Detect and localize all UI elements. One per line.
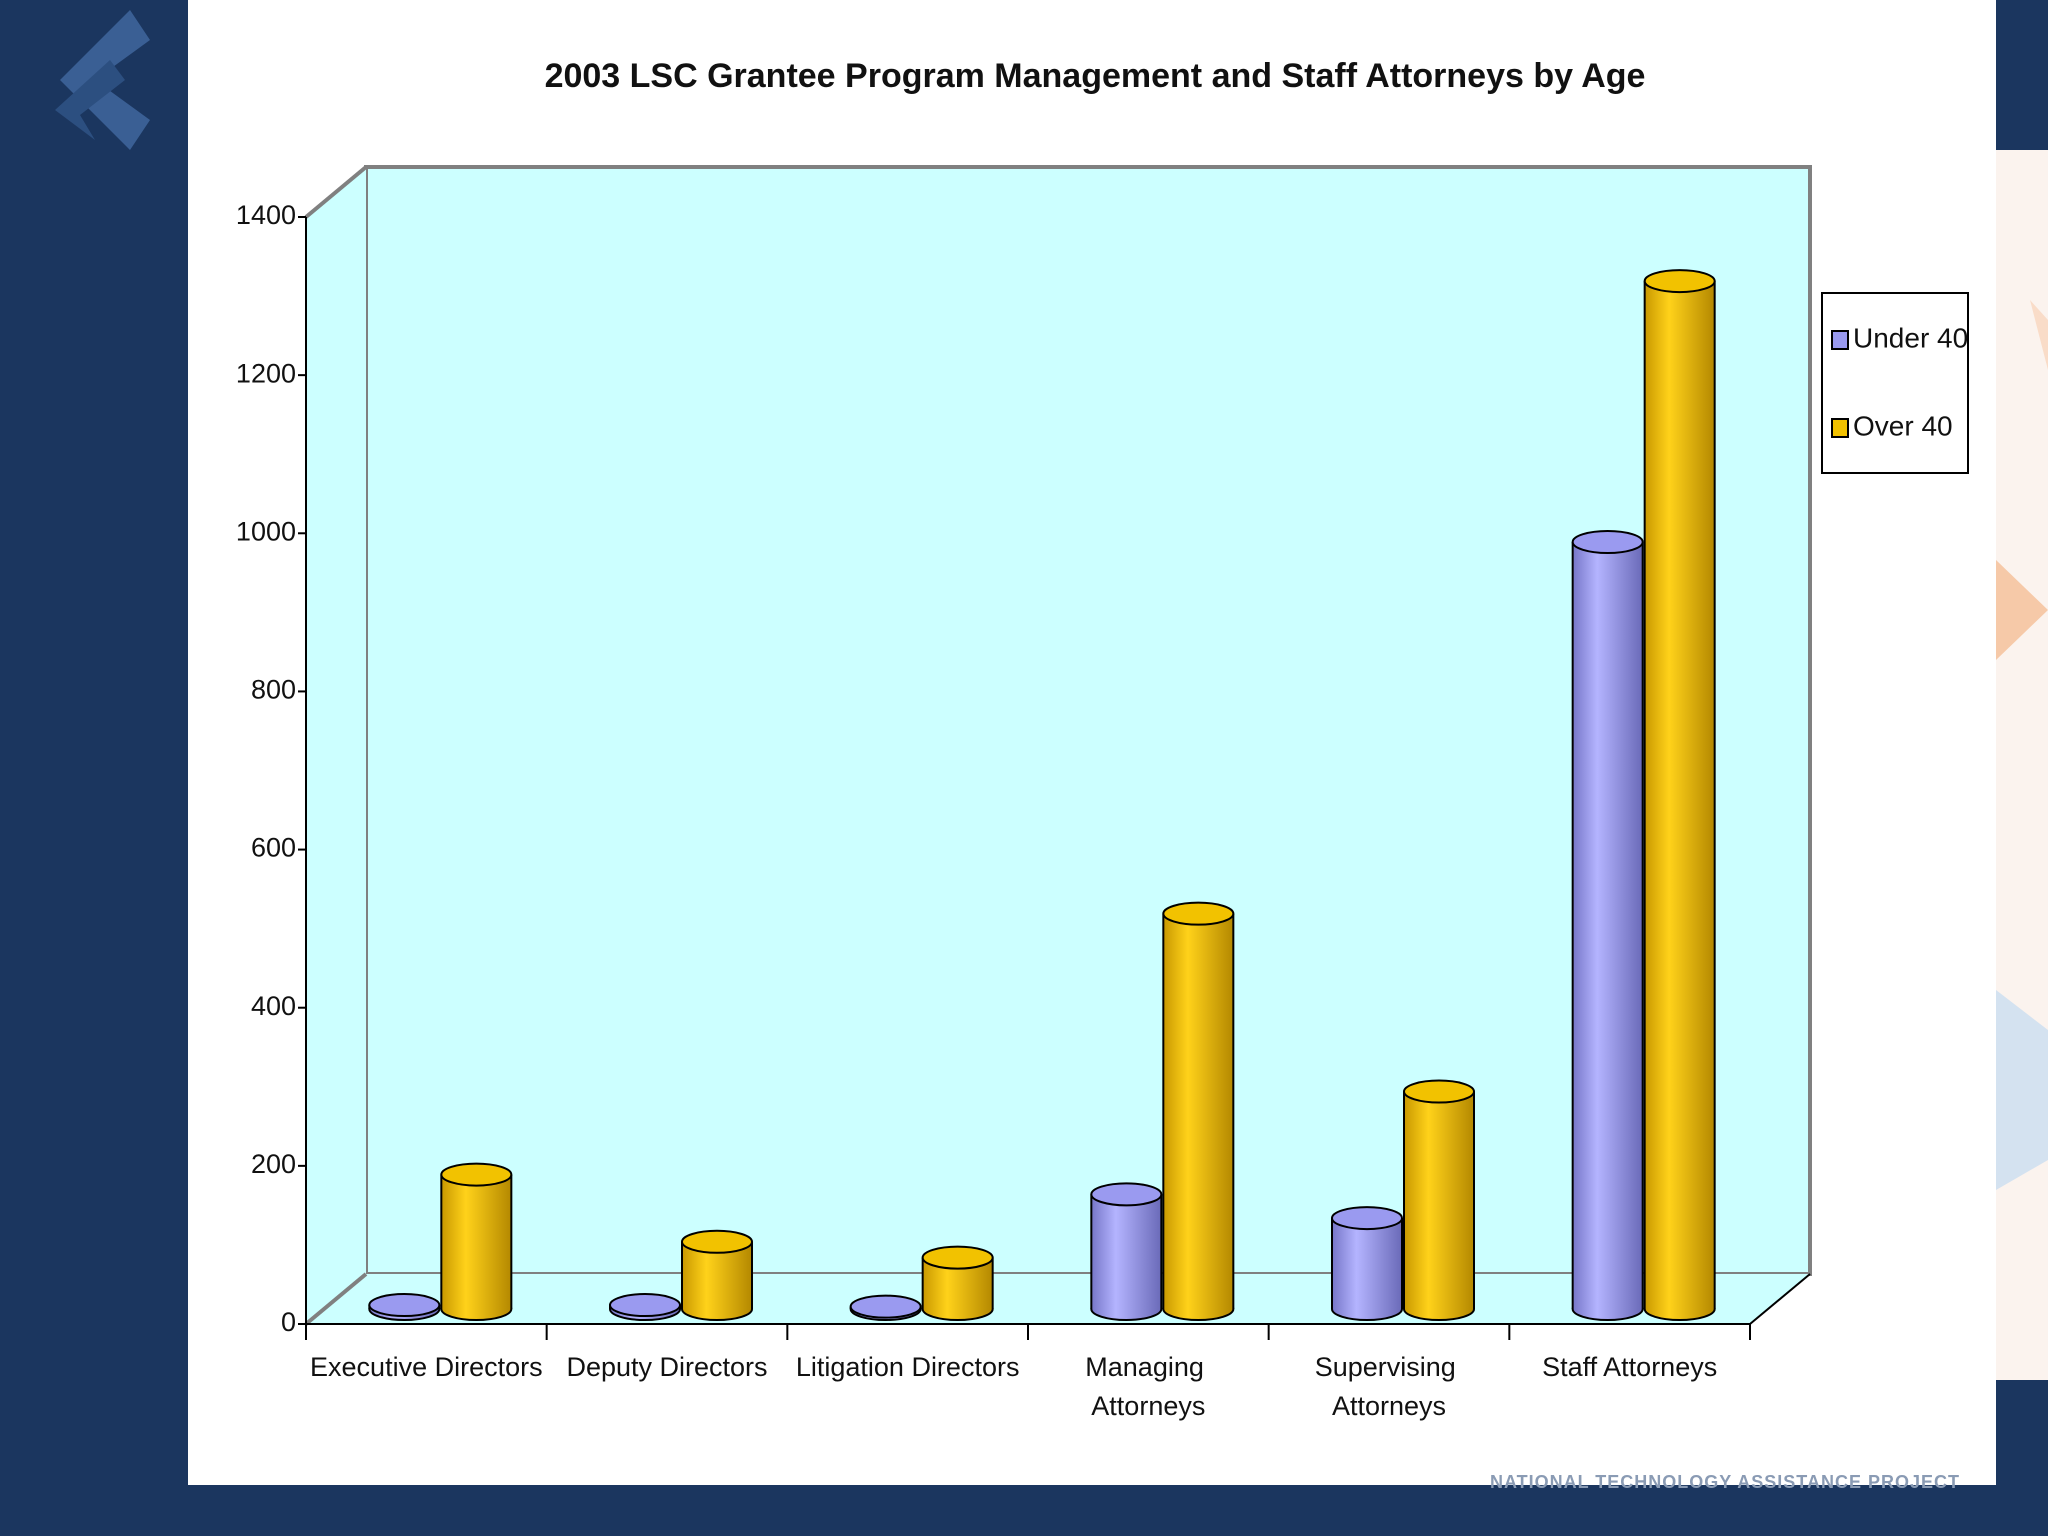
cylinder-top	[1162, 901, 1235, 926]
bar	[1163, 913, 1234, 1309]
cylinder	[681, 1229, 753, 1321]
x-tick-label: Staff Attorneys	[1542, 1352, 1717, 1382]
bar	[1332, 1218, 1402, 1309]
cylinder	[1331, 1206, 1403, 1321]
legend-label: Under 40	[1853, 322, 1968, 353]
cylinder-top	[1331, 1206, 1403, 1231]
cylinder-top	[1403, 1079, 1475, 1104]
cylinder-top	[609, 1293, 681, 1318]
label-line: Supervising	[1315, 1352, 1464, 1382]
label-line: Managing	[1085, 1352, 1211, 1382]
cylinder	[609, 1293, 681, 1321]
cylinder-top	[849, 1294, 922, 1319]
cylinder-top	[1643, 269, 1716, 294]
legend-box	[1821, 292, 1969, 474]
wall-edge	[304, 1272, 368, 1326]
y-tick-label: 1200	[236, 358, 296, 388]
bar	[441, 1174, 512, 1309]
cylinder	[849, 1294, 922, 1321]
plot-side-wall	[306, 167, 366, 1324]
cylinder-top	[921, 1245, 994, 1270]
y-tick-label: 200	[251, 1149, 296, 1179]
label-line: Attorneys	[1091, 1391, 1205, 1421]
legend-swatch	[1831, 330, 1849, 350]
legend-label: Over 40	[1853, 410, 1953, 441]
cylinder	[368, 1293, 441, 1321]
cylinder	[1571, 530, 1644, 1321]
x-tick-label: Executive Directors	[310, 1352, 543, 1382]
bar	[1644, 281, 1715, 1310]
label-line: Attorneys	[1332, 1391, 1446, 1421]
wall-edge	[304, 165, 368, 219]
y-tick-label: 600	[251, 833, 296, 863]
cylinder-top	[681, 1229, 753, 1254]
bar	[1572, 542, 1643, 1309]
bar	[1091, 1194, 1162, 1309]
x-tick-label: Deputy Directors	[566, 1352, 767, 1382]
x-tick-label: Managing Attorneys	[1085, 1352, 1211, 1421]
y-tick-label: 800	[251, 675, 296, 705]
footer: NATIONAL TECHNOLOGY ASSISTANCE PROJECT	[1490, 1472, 1960, 1492]
x-tick-label: Supervising Attorneys	[1315, 1352, 1464, 1421]
y-tick-label: 1400	[236, 200, 296, 230]
y-tick-label: 1000	[236, 516, 296, 546]
cylinder-top	[1090, 1182, 1163, 1207]
cylinder-top	[1571, 530, 1644, 555]
decoration	[2030, 300, 2048, 370]
y-tick-label: 0	[281, 1307, 296, 1337]
legend-swatch	[1831, 418, 1849, 438]
chart-title: 2003 LSC Grantee Program Management and …	[545, 57, 1646, 95]
decoration	[1996, 560, 2048, 660]
wall-edge	[1749, 1273, 1811, 1325]
cylinder	[921, 1245, 994, 1321]
cylinder	[440, 1162, 513, 1321]
cylinder	[1403, 1079, 1475, 1321]
cylinder	[1643, 269, 1716, 1321]
x-tick-label: Litigation Directors	[796, 1352, 1020, 1382]
cylinder-top	[368, 1293, 441, 1318]
decoration	[1996, 990, 2048, 1190]
y-tick-label: 400	[251, 991, 296, 1021]
cylinder	[1090, 1182, 1163, 1321]
cylinder	[1162, 901, 1235, 1321]
bar	[1404, 1091, 1474, 1309]
cylinder-top	[440, 1162, 513, 1187]
logo	[55, 10, 150, 150]
